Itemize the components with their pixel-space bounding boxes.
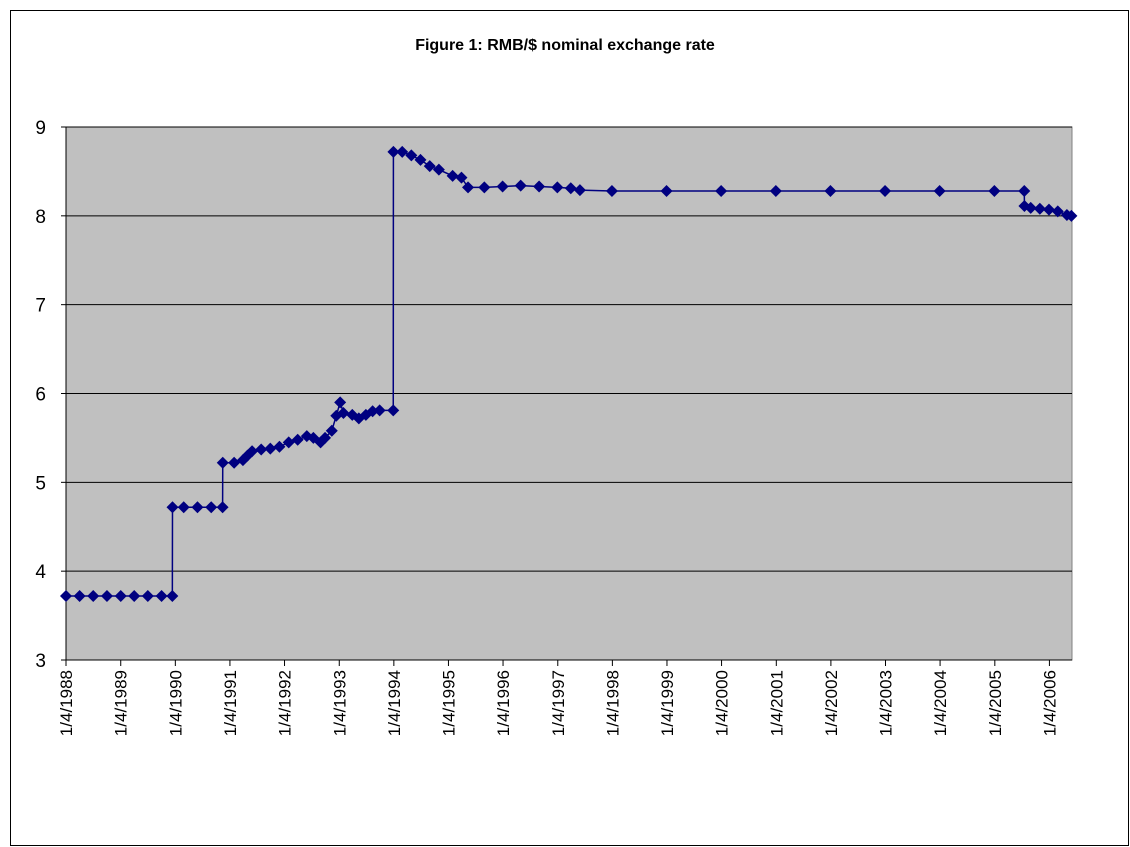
marker xyxy=(1018,184,1031,197)
marker xyxy=(246,445,259,458)
marker xyxy=(573,184,586,197)
marker xyxy=(478,181,491,194)
marker xyxy=(128,590,141,603)
marker xyxy=(155,590,168,603)
marker xyxy=(337,407,350,420)
x-tick-label: 1/4/2003 xyxy=(876,670,895,736)
marker xyxy=(446,169,459,182)
marker xyxy=(166,590,179,603)
x-tick-label: 1/4/2005 xyxy=(986,670,1005,736)
x-tick-label: 1/4/1996 xyxy=(494,670,513,736)
marker xyxy=(325,424,338,437)
x-tick-label: 1/4/2006 xyxy=(1040,670,1059,736)
marker xyxy=(387,404,400,417)
marker xyxy=(114,590,127,603)
marker xyxy=(291,433,304,446)
marker xyxy=(255,443,268,456)
marker xyxy=(100,590,113,603)
marker xyxy=(216,456,229,469)
marker xyxy=(879,184,892,197)
y-tick-label: 7 xyxy=(35,296,46,317)
marker xyxy=(605,184,618,197)
x-tick-label: 1/4/2001 xyxy=(767,670,786,736)
marker xyxy=(769,184,782,197)
marker xyxy=(496,180,509,193)
x-tick-label: 1/4/1994 xyxy=(385,670,404,736)
y-tick-label: 8 xyxy=(35,207,46,228)
x-tick-label: 1/4/1997 xyxy=(549,670,568,736)
marker xyxy=(933,184,946,197)
marker xyxy=(141,590,154,603)
marker xyxy=(319,431,332,444)
marker xyxy=(87,590,100,603)
marker xyxy=(1042,203,1055,216)
x-tick-label: 1/4/1992 xyxy=(276,670,295,736)
marker xyxy=(988,184,1001,197)
marker xyxy=(423,160,436,173)
marker xyxy=(334,396,347,409)
marker xyxy=(824,184,837,197)
marker xyxy=(414,153,427,166)
marker xyxy=(660,184,673,197)
marker xyxy=(73,590,86,603)
y-tick-label: 9 xyxy=(35,118,46,139)
y-tick-label: 3 xyxy=(35,651,46,672)
marker xyxy=(455,171,468,184)
chart-title: Figure 1: RMB/$ nominal exchange rate xyxy=(415,37,715,54)
marker xyxy=(514,179,527,192)
marker xyxy=(205,501,218,514)
x-tick-label: 1/4/2002 xyxy=(822,670,841,736)
marker xyxy=(715,184,728,197)
y-tick-label: 4 xyxy=(35,562,46,583)
marker xyxy=(166,501,179,514)
x-tick-label: 1/4/1989 xyxy=(112,670,131,736)
marker xyxy=(432,163,445,176)
marker xyxy=(282,436,295,449)
y-tick-label: 6 xyxy=(35,385,46,406)
marker xyxy=(1024,201,1037,214)
marker xyxy=(273,440,286,453)
x-tick-label: 1/4/2000 xyxy=(713,670,732,736)
marker xyxy=(191,501,204,514)
marker xyxy=(216,501,229,514)
marker xyxy=(564,182,577,195)
marker xyxy=(551,181,564,194)
marker xyxy=(60,590,72,603)
marker xyxy=(366,405,379,418)
x-tick-label: 1/4/1998 xyxy=(603,670,622,736)
x-tick-label: 1/4/1988 xyxy=(57,670,76,736)
marker xyxy=(264,442,277,455)
marker xyxy=(1051,205,1064,218)
x-tick-label: 1/4/2004 xyxy=(931,670,950,736)
marker xyxy=(373,404,386,417)
marker xyxy=(387,145,400,158)
marker xyxy=(1065,209,1078,222)
marker xyxy=(405,149,418,162)
marker xyxy=(177,501,190,514)
x-tick-label: 1/4/1995 xyxy=(439,670,458,736)
x-tick-label: 1/4/1993 xyxy=(330,670,349,736)
marker xyxy=(1033,202,1046,215)
marker xyxy=(533,180,546,193)
y-tick-label: 5 xyxy=(35,473,46,494)
marker xyxy=(228,456,241,469)
x-tick-label: 1/4/1990 xyxy=(166,670,185,736)
marker xyxy=(462,181,475,194)
marker xyxy=(396,145,409,158)
x-tick-label: 1/4/1999 xyxy=(658,670,677,736)
x-tick-label: 1/4/1991 xyxy=(221,670,240,736)
